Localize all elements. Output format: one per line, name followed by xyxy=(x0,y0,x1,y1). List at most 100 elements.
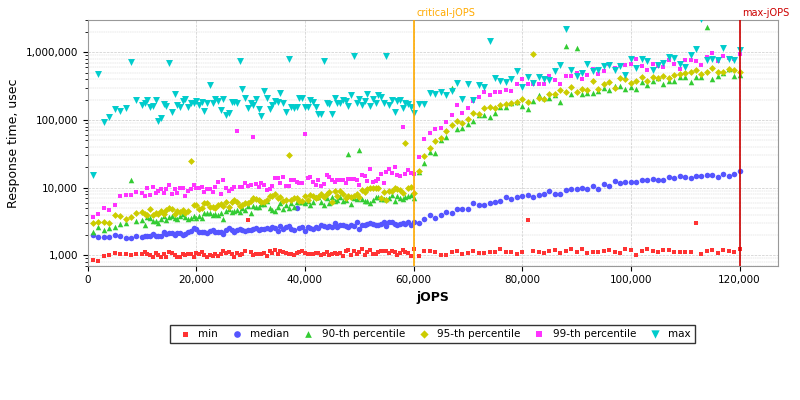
min xyxy=(211,253,224,259)
median xyxy=(538,190,550,197)
90-th percentile xyxy=(263,205,276,211)
median xyxy=(174,230,186,236)
90-th percentile xyxy=(684,79,697,85)
99-th percentile xyxy=(190,185,202,191)
min xyxy=(345,252,358,258)
90-th percentile xyxy=(657,81,670,87)
min xyxy=(674,249,686,255)
99-th percentile xyxy=(228,184,241,190)
99-th percentile xyxy=(489,89,502,96)
median xyxy=(728,171,741,178)
max xyxy=(399,100,412,106)
min xyxy=(222,249,235,256)
median xyxy=(220,227,233,234)
95-th percentile xyxy=(168,210,181,217)
90-th percentile xyxy=(108,224,121,230)
min xyxy=(559,248,572,254)
min xyxy=(298,249,311,256)
median xyxy=(298,228,311,234)
median xyxy=(103,234,116,240)
99-th percentile xyxy=(279,182,292,189)
median xyxy=(522,192,534,198)
90-th percentile xyxy=(478,112,490,118)
max xyxy=(261,95,274,102)
min xyxy=(339,248,352,254)
90-th percentile xyxy=(602,87,615,94)
min xyxy=(350,251,363,257)
median xyxy=(152,232,165,239)
min xyxy=(445,248,458,255)
99-th percentile xyxy=(413,154,426,160)
95-th percentile xyxy=(554,87,566,94)
99-th percentile xyxy=(144,192,157,198)
90-th percentile xyxy=(355,196,368,202)
95-th percentile xyxy=(114,213,126,219)
95-th percentile xyxy=(722,66,735,72)
min xyxy=(138,248,151,255)
max xyxy=(554,62,566,68)
max xyxy=(130,97,143,103)
min xyxy=(328,250,341,256)
90-th percentile xyxy=(434,136,447,143)
max xyxy=(706,56,718,62)
min xyxy=(472,250,485,256)
median xyxy=(261,225,274,231)
min xyxy=(334,250,346,256)
max xyxy=(711,57,724,64)
99-th percentile xyxy=(293,180,306,186)
99-th percentile xyxy=(499,87,512,94)
min xyxy=(125,252,138,258)
max xyxy=(263,106,276,112)
median xyxy=(378,219,390,226)
median xyxy=(98,233,110,240)
max xyxy=(608,67,621,73)
95-th percentile xyxy=(242,200,254,207)
90-th percentile xyxy=(364,200,377,206)
max xyxy=(646,67,659,74)
95-th percentile xyxy=(630,78,642,84)
99-th percentile xyxy=(312,177,325,183)
median xyxy=(108,232,121,238)
99-th percentile xyxy=(220,185,233,191)
median xyxy=(182,229,194,235)
99-th percentile xyxy=(602,61,615,67)
max xyxy=(252,106,265,112)
90-th percentile xyxy=(652,75,665,82)
median xyxy=(290,204,303,211)
min xyxy=(323,252,336,258)
median xyxy=(434,212,447,218)
99-th percentile xyxy=(211,178,224,185)
99-th percentile xyxy=(217,176,230,183)
min xyxy=(187,254,200,260)
min xyxy=(293,248,306,255)
95-th percentile xyxy=(602,79,615,85)
median xyxy=(581,186,594,192)
95-th percentile xyxy=(103,220,116,226)
max xyxy=(625,56,638,62)
90-th percentile xyxy=(374,196,387,202)
95-th percentile xyxy=(478,105,490,111)
max xyxy=(598,63,610,69)
95-th percentile xyxy=(494,102,507,109)
90-th percentile xyxy=(592,87,605,94)
95-th percentile xyxy=(193,205,206,212)
max xyxy=(413,101,426,108)
max xyxy=(366,96,379,102)
median xyxy=(135,234,148,240)
min xyxy=(391,252,404,258)
min xyxy=(570,248,583,255)
median xyxy=(586,183,599,189)
max xyxy=(162,59,175,66)
95-th percentile xyxy=(652,75,665,81)
median xyxy=(554,190,566,197)
min xyxy=(355,246,368,252)
median xyxy=(467,200,480,206)
min xyxy=(271,251,284,257)
min xyxy=(554,250,566,256)
90-th percentile xyxy=(728,73,741,79)
median xyxy=(374,221,387,227)
95-th percentile xyxy=(581,86,594,93)
99-th percentile xyxy=(238,180,251,186)
median xyxy=(701,172,714,179)
95-th percentile xyxy=(228,196,241,203)
